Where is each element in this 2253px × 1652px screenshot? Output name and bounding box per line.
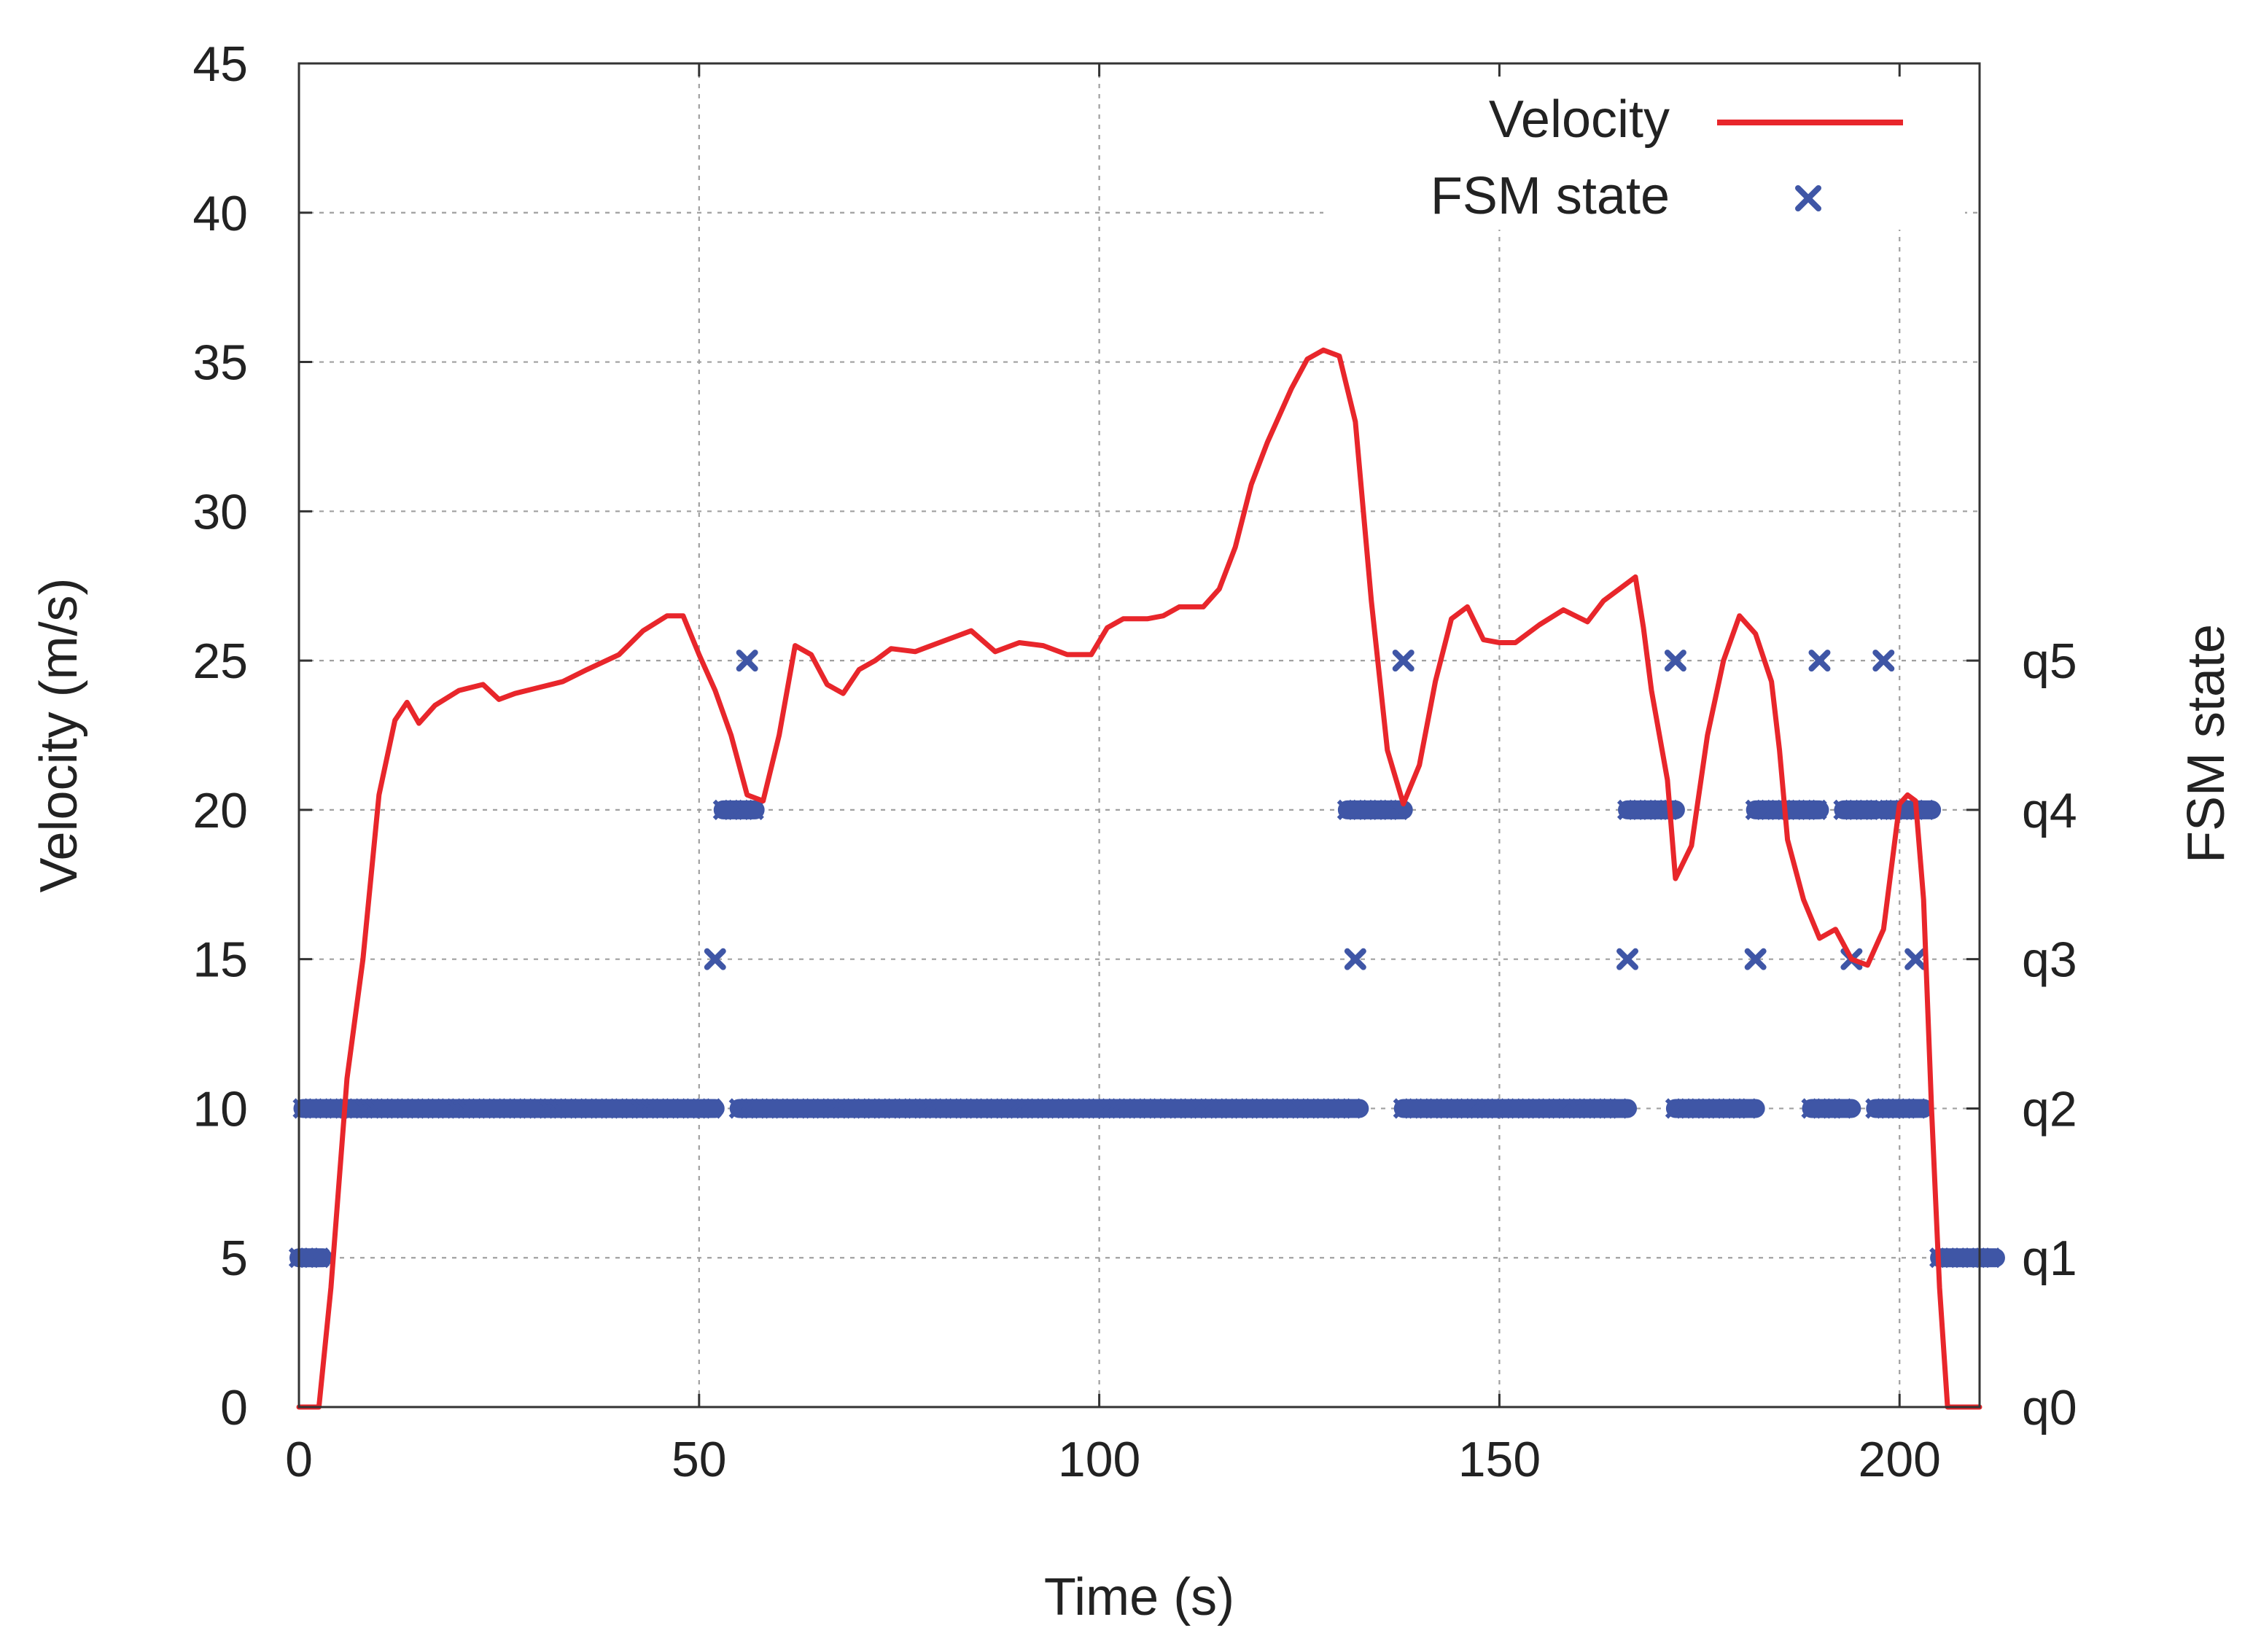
fsm-state-run: [1393, 1098, 1638, 1119]
fsm-marker-stroke: [1344, 948, 1366, 970]
fsm-marker-stroke: [1980, 1247, 2001, 1269]
fsm-state-run: [292, 1098, 725, 1119]
legend-swatch-fsm-state: [1795, 185, 1821, 211]
y2-tick-label: q4: [2022, 783, 2077, 838]
x-tick-label: 100: [1058, 1432, 1140, 1487]
legend: Velocity FSM state: [1323, 77, 1965, 230]
fsm-point: [1664, 650, 1686, 672]
fsm-state-run: [728, 1098, 1369, 1119]
fsm-marker-stroke: [1832, 1098, 1853, 1119]
fsm-point: [1392, 650, 1415, 672]
fsm-point: [1808, 650, 1831, 672]
y-tick-label: 35: [192, 335, 248, 391]
y-tick-label: 30: [192, 484, 248, 539]
grid-lines: [299, 63, 1980, 1407]
fsm-state-run: [1745, 799, 1829, 821]
fsm-marker-stroke: [704, 948, 726, 970]
fsm-state-run: [1865, 1098, 1934, 1119]
fsm-marker-stroke: [1736, 1098, 1758, 1119]
fsm-marker-stroke: [1808, 650, 1831, 672]
y2-tick-label: q2: [2022, 1081, 2077, 1137]
y-tick-label: 40: [192, 186, 248, 241]
y-tick-label: 45: [192, 36, 248, 92]
fsm-marker-stroke: [308, 1247, 330, 1269]
legend-label-velocity: Velocity: [1489, 90, 1670, 149]
velocity-series: [296, 347, 1982, 1410]
x-tick-label: 50: [672, 1432, 727, 1487]
fsm-marker-stroke: [1806, 799, 1827, 821]
y2-tick-label: q0: [2022, 1380, 2077, 1435]
y-tick-label: 10: [192, 1081, 248, 1137]
fsm-state-run: [712, 799, 765, 821]
fsm-marker-stroke: [1607, 1098, 1628, 1119]
fsm-marker-stroke: [1616, 948, 1639, 970]
fsm-state-run: [1929, 1247, 2005, 1269]
fsm-state-run: [288, 1247, 332, 1269]
fsm-marker-stroke: [701, 1098, 722, 1119]
fsm-marker-stroke: [1341, 1098, 1362, 1119]
y2-tick-label: q3: [2022, 932, 2077, 988]
y2-tick-label: q1: [2022, 1231, 2077, 1286]
x-tick-label: 0: [285, 1432, 313, 1487]
y-axis-title: Velocity (m/s): [30, 577, 88, 892]
fsm-state-run: [1336, 799, 1413, 821]
fsm-point: [704, 948, 726, 970]
fsm-point: [1904, 948, 1927, 970]
axes: 0 50 100 150 200 0 5 10 15 20 25 30 35 40 45 q0 q1 q2 q3 q4…: [192, 36, 2077, 1487]
fsm-state-run: [1665, 1098, 1765, 1119]
x-tick-label: 150: [1458, 1432, 1541, 1487]
fsm-point: [1872, 650, 1895, 672]
y2-tick-label: q5: [2022, 634, 2077, 689]
y-tick-label: 5: [220, 1231, 248, 1286]
fsm-state-run: [1616, 799, 1685, 821]
y-tick-label: 20: [192, 783, 248, 838]
y-tick-label: 15: [192, 932, 248, 988]
legend-label-fsm-state: FSM state: [1431, 167, 1670, 225]
fsm-marker-stroke: [1906, 1098, 1927, 1119]
legend-marker-stroke: [1795, 185, 1821, 211]
x-tick-label: 200: [1859, 1432, 1941, 1487]
fsm-point: [1344, 948, 1366, 970]
fsm-state-run: [1873, 799, 1942, 821]
y-tick-label: 0: [220, 1380, 248, 1435]
fsm-marker-stroke: [736, 650, 758, 672]
legend-background: [1323, 77, 1965, 230]
fsm-point: [1616, 948, 1639, 970]
fsm-marker-stroke: [1744, 948, 1767, 970]
fsm-marker-stroke: [1872, 650, 1895, 672]
fsm-state-run: [1801, 1098, 1861, 1119]
plot-frame: [297, 62, 1981, 1409]
y2-axis-title: FSM state: [2177, 624, 2236, 863]
y-tick-label: 25: [192, 634, 248, 689]
x-axis-title: Time (s): [1044, 1568, 1234, 1626]
fsm-state-series: [288, 650, 2005, 1269]
fsm-marker-stroke: [743, 799, 764, 821]
fsm-marker-stroke: [1904, 948, 1927, 970]
velocity-line: [296, 347, 1982, 1410]
fsm-point: [736, 650, 758, 672]
fsm-point: [1744, 948, 1767, 970]
fsm-marker-stroke: [1664, 650, 1686, 672]
fsm-marker-stroke: [1392, 650, 1415, 672]
